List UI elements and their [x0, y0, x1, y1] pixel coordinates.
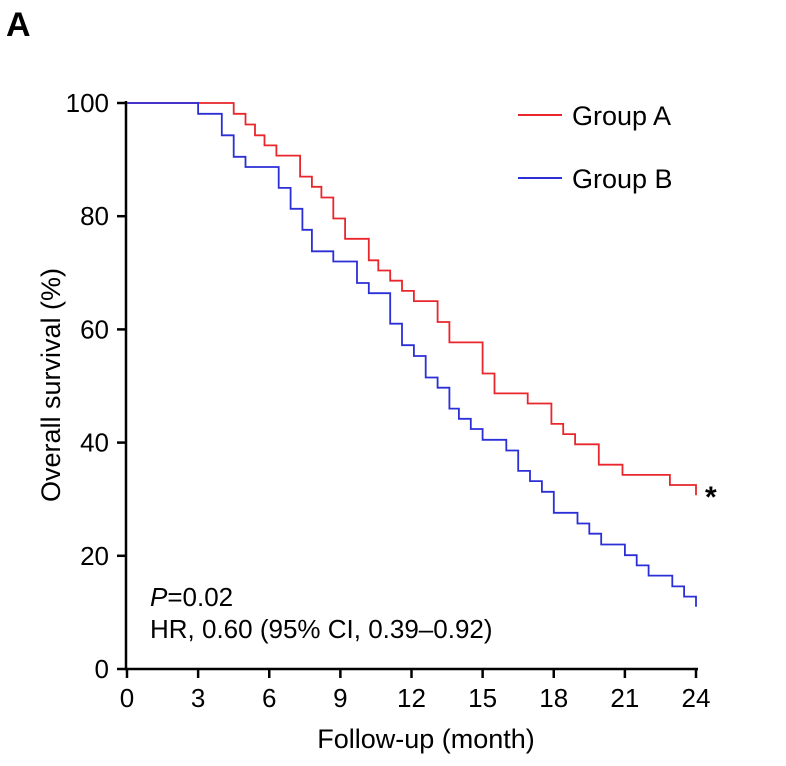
y-tick-label: 60 [80, 314, 109, 344]
x-axis-title: Follow-up (month) [317, 724, 535, 754]
x-tick-label: 15 [468, 683, 497, 713]
significance-asterisk: * [705, 481, 717, 514]
x-tick-label: 9 [333, 683, 347, 713]
hazard-ratio-annotation: HR, 0.60 (95% CI, 0.39–0.92) [150, 614, 493, 644]
x-tick-label: 0 [120, 683, 134, 713]
series-line-group-a [127, 102, 697, 496]
series-line-group-b [127, 102, 697, 607]
x-ticks: 0 3 6 9 12 15 18 21 24 [120, 669, 711, 713]
y-tick-label: 20 [80, 541, 109, 571]
x-tick-label: 12 [397, 683, 426, 713]
x-tick-label: 21 [610, 683, 639, 713]
y-tick-label: 40 [80, 428, 109, 458]
y-tick-label: 100 [66, 88, 109, 118]
p-symbol: P [150, 582, 168, 612]
legend: Group A Group B [518, 101, 673, 194]
y-ticks: 0 20 40 60 80 100 [66, 88, 126, 684]
legend-label-group-b: Group B [572, 164, 673, 194]
y-tick-label: 80 [80, 201, 109, 231]
plot-area: 0 20 40 60 80 100 0 3 6 9 12 15 18 21 24 [66, 88, 711, 713]
panel-label: A [6, 6, 31, 44]
y-axis-title: Overall survival (%) [36, 268, 66, 502]
legend-label-group-a: Group A [572, 101, 671, 131]
series-layer [127, 102, 697, 607]
x-tick-label: 6 [262, 683, 276, 713]
p-value-annotation: P=0.02 [150, 582, 233, 612]
p-value: =0.02 [167, 582, 233, 612]
x-tick-label: 3 [191, 683, 205, 713]
y-tick-label: 0 [95, 654, 109, 684]
x-tick-label: 18 [539, 683, 568, 713]
x-tick-label: 24 [682, 683, 711, 713]
